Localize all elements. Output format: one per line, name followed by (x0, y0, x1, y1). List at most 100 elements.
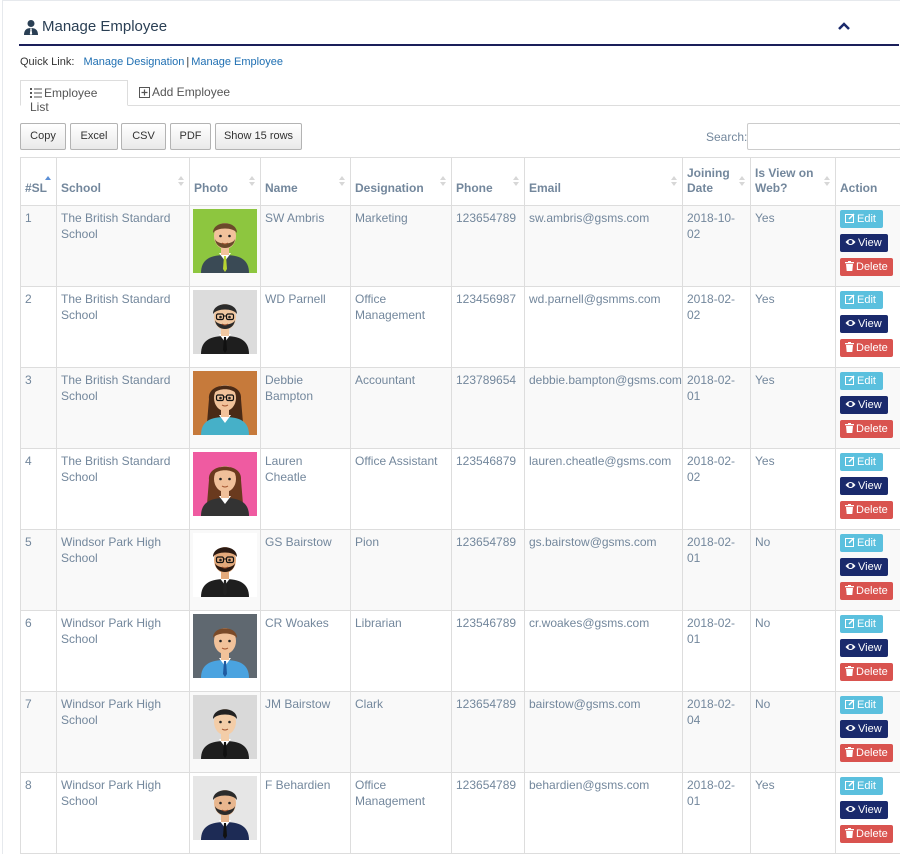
edit-button[interactable]: Edit (840, 453, 883, 471)
column-header-email[interactable]: Email (524, 157, 683, 206)
view-label: View (858, 642, 882, 654)
view-button[interactable]: View (840, 639, 888, 657)
name-cell: Debbie Bampton (260, 367, 351, 449)
edit-icon (845, 456, 855, 466)
edit-icon (845, 618, 855, 628)
edit-label: Edit (857, 456, 876, 468)
edit-label: Edit (857, 537, 876, 549)
link-separator: | (186, 56, 190, 68)
tab-bar: Employee List Add Employee (20, 80, 900, 114)
view-button[interactable]: View (840, 801, 888, 819)
employee-photo (193, 209, 257, 273)
sort-icon (513, 176, 519, 186)
photo-cell (189, 529, 261, 611)
column-header-photo[interactable]: Photo (189, 157, 261, 206)
column-header-view-on-web[interactable]: Is View on Web? (750, 157, 836, 206)
pdf-button[interactable]: PDF (170, 123, 211, 150)
row-sl: 3 (20, 367, 57, 449)
column-header-sl[interactable]: #SL (20, 157, 57, 206)
column-header-joining-date[interactable]: Joining Date (682, 157, 751, 206)
phone-cell: 123654789 (451, 205, 525, 287)
view-button[interactable]: View (840, 396, 888, 414)
edit-button[interactable]: Edit (840, 210, 883, 228)
eye-icon (845, 644, 856, 650)
table-header-row: #SL School Photo Name Designation Phone Email J… (20, 157, 900, 206)
column-header-school[interactable]: School (56, 157, 190, 206)
joining-date-cell: 2018-10-02 (682, 205, 751, 287)
view-button[interactable]: View (840, 720, 888, 738)
view-label: View (858, 723, 882, 735)
column-header-name[interactable]: Name (260, 157, 351, 206)
employee-photo (193, 695, 257, 759)
eye-icon (845, 482, 856, 488)
excel-button[interactable]: Excel (70, 123, 118, 150)
tab-add-employee[interactable]: Add Employee (130, 80, 240, 106)
view-button[interactable]: View (840, 234, 888, 252)
action-cell: Edit View Delete (835, 610, 900, 692)
delete-button[interactable]: Delete (840, 501, 893, 519)
view-button[interactable]: View (840, 315, 888, 333)
list-icon (30, 88, 42, 98)
edit-button[interactable]: Edit (840, 291, 883, 309)
chevron-up-icon[interactable] (837, 19, 851, 33)
edit-icon (845, 294, 855, 304)
edit-button[interactable]: Edit (840, 696, 883, 714)
search-input[interactable] (747, 123, 900, 150)
email-cell: gs.bairstow@gsms.com (524, 529, 683, 611)
manage-employee-link[interactable]: Manage Employee (191, 56, 283, 68)
email-cell: debbie.bampton@gsms.com (524, 367, 683, 449)
view-button[interactable]: View (840, 558, 888, 576)
sort-icon (178, 176, 184, 186)
row-sl: 1 (20, 205, 57, 287)
delete-button[interactable]: Delete (840, 582, 893, 600)
delete-button[interactable]: Delete (840, 258, 893, 276)
edit-label: Edit (857, 213, 876, 225)
row-sl: 4 (20, 448, 57, 530)
delete-button[interactable]: Delete (840, 663, 893, 681)
view-on-web-cell: Yes (750, 286, 836, 368)
designation-cell: Accountant (350, 367, 452, 449)
action-cell: Edit View Delete (835, 205, 900, 287)
edit-label: Edit (857, 699, 876, 711)
edit-button[interactable]: Edit (840, 534, 883, 552)
photo-cell (189, 205, 261, 287)
sort-icon (824, 176, 830, 186)
show-rows-button[interactable]: Show 15 rows (215, 123, 302, 150)
school-cell: Windsor Park High School (56, 691, 190, 773)
column-header-phone[interactable]: Phone (451, 157, 525, 206)
view-on-web-cell: No (750, 691, 836, 773)
edit-icon (845, 780, 855, 790)
csv-button[interactable]: CSV (121, 123, 166, 150)
edit-button[interactable]: Edit (840, 777, 883, 795)
school-cell: The British Standard School (56, 205, 190, 287)
delete-button[interactable]: Delete (840, 339, 893, 357)
joining-date-cell: 2018-02-01 (682, 610, 751, 692)
tab-label: Add Employee (152, 85, 231, 99)
delete-button[interactable]: Delete (840, 420, 893, 438)
delete-label: Delete (856, 423, 888, 435)
edit-button[interactable]: Edit (840, 615, 883, 633)
phone-cell: 123654789 (451, 529, 525, 611)
action-cell: Edit View Delete (835, 448, 900, 530)
employee-table: #SL School Photo Name Designation Phone Email J… (20, 157, 900, 854)
designation-cell: Office Management (350, 286, 452, 368)
column-header-action[interactable]: Action (835, 157, 900, 206)
edit-icon (845, 375, 855, 385)
photo-cell (189, 772, 261, 854)
designation-cell: Clark (350, 691, 452, 773)
view-button[interactable]: View (840, 477, 888, 495)
delete-button[interactable]: Delete (840, 744, 893, 762)
manage-designation-link[interactable]: Manage Designation (83, 56, 185, 68)
column-header-designation[interactable]: Designation (350, 157, 452, 206)
delete-button[interactable]: Delete (840, 825, 893, 843)
edit-label: Edit (857, 294, 876, 306)
eye-icon (845, 725, 856, 731)
tab-employee-list[interactable]: Employee List (20, 80, 128, 114)
employee-photo (193, 776, 257, 840)
designation-cell: Office Management (350, 772, 452, 854)
edit-button[interactable]: Edit (840, 372, 883, 390)
column-header-label: Phone (456, 181, 493, 195)
joining-date-cell: 2018-02-01 (682, 367, 751, 449)
copy-button[interactable]: Copy (20, 123, 66, 150)
